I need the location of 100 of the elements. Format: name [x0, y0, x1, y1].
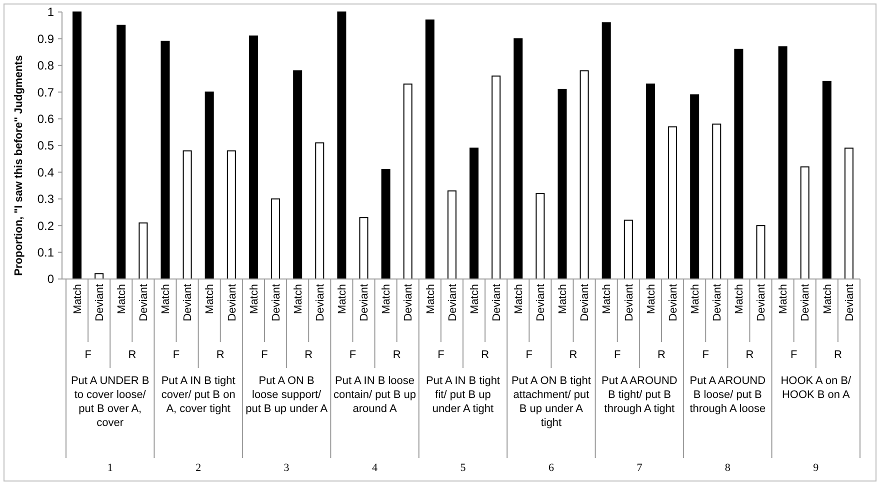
bar [447, 190, 456, 280]
bar [822, 80, 832, 280]
x-tick-label: Match [160, 284, 172, 314]
x-tick-label: Deviant [711, 284, 724, 322]
x-tick-label: Match [72, 284, 84, 314]
x-tick-label: Match [116, 284, 128, 314]
bar [116, 24, 126, 280]
bar [800, 166, 810, 280]
x-tick-label: Match [734, 284, 746, 314]
bar [403, 84, 412, 280]
bar [536, 193, 545, 280]
bar [712, 124, 722, 280]
x-tick-label: Deviant [402, 284, 415, 322]
x-tick-label: Match [512, 284, 525, 314]
bar [778, 46, 788, 280]
y-tick-label: 0.1 [37, 246, 54, 260]
x-tick-label: Match [822, 284, 834, 314]
text: R [658, 349, 666, 361]
x-tick-label: Deviant [800, 284, 812, 322]
x-tick-label: Deviant [138, 284, 150, 322]
x-tick-label: Deviant [226, 284, 238, 322]
text: 3 [284, 462, 290, 474]
text: 4 [372, 462, 378, 474]
text: F [702, 349, 710, 361]
text: R [304, 349, 313, 361]
text: Put A ON B loose support/ put B up under A [246, 375, 328, 415]
y-tick-label: 0.8 [37, 58, 54, 73]
text: Put A AROUND B loose/ put B through A loose [690, 375, 766, 415]
x-tick-label: Match [424, 284, 437, 314]
bar [315, 142, 324, 280]
x-tick-label: Match [204, 284, 216, 314]
text: F [261, 349, 268, 361]
text: Put A IN B tight cover/ put B on A, cover tight [161, 375, 236, 415]
bar [558, 88, 567, 280]
text: F [172, 349, 180, 361]
bar [381, 169, 390, 280]
bar [602, 22, 611, 280]
x-tick-label: Match [336, 284, 349, 314]
x-tick-label: Deviant [667, 284, 680, 322]
text: F [526, 349, 533, 361]
x-tick-label: Deviant [446, 284, 459, 322]
text: 9 [813, 462, 820, 474]
y-tick-label: 0.9 [37, 32, 54, 46]
bar [734, 48, 744, 280]
x-tick-label: Deviant [756, 284, 768, 322]
text: HOOK A on B/ HOOK B on A [780, 375, 852, 401]
text: Put A IN B loose contain/ put B up around A [333, 375, 416, 415]
bar [646, 84, 655, 280]
x-tick-label: Match [778, 284, 790, 314]
bar [624, 220, 633, 280]
text: F [438, 349, 445, 361]
text: 2 [196, 462, 202, 474]
x-tick-label: Match [601, 284, 614, 314]
bar [425, 20, 434, 280]
bar [248, 36, 258, 280]
bar [359, 217, 368, 280]
x-tick-label: Deviant [270, 284, 282, 322]
x-tick-label: Match [380, 284, 393, 314]
x-tick-label: Match [689, 284, 702, 314]
x-tick-label: Match [468, 284, 481, 314]
x-tick-label: Deviant [579, 284, 592, 322]
y-tick-label: 0 [47, 272, 54, 286]
text: R [481, 349, 490, 361]
text: F [84, 349, 92, 361]
bar [293, 70, 302, 280]
x-tick-label: Deviant [94, 284, 106, 322]
x-tick-label: Deviant [358, 284, 371, 322]
y-axis-title: Proportion, "I saw this before" Judgments [13, 55, 25, 276]
text: F [349, 349, 356, 361]
y-tick-label: 0.4 [37, 165, 54, 180]
text: Put A UNDER B to cover loose/ put B over A, cover [70, 375, 150, 429]
text: R [216, 349, 224, 361]
bar [160, 40, 170, 280]
x-tick-label: Match [557, 284, 570, 314]
bar [204, 92, 214, 280]
text: F [614, 349, 622, 361]
y-tick-label: 0.7 [37, 85, 54, 100]
text: 5 [460, 462, 466, 474]
text: R [746, 349, 754, 361]
x-tick-label: Deviant [314, 284, 326, 322]
text: 7 [636, 462, 643, 474]
x-tick-label: Match [292, 284, 304, 314]
bar [138, 222, 148, 280]
x-tick-label: Deviant [623, 284, 636, 322]
text: F [790, 349, 798, 361]
x-tick-label: Deviant [182, 284, 194, 322]
y-tick-label: 1 [47, 5, 54, 20]
text: R [392, 349, 401, 361]
text: Put A IN B tight fit/ put B up under A tight [426, 375, 500, 415]
text: R [834, 349, 842, 361]
bar [492, 76, 501, 280]
bar [668, 126, 678, 280]
bar [844, 148, 854, 280]
text: 8 [724, 462, 731, 474]
bar [72, 12, 82, 280]
bar [756, 225, 766, 280]
x-tick-label: Deviant [490, 284, 503, 322]
y-tick-label: 0.3 [37, 192, 54, 206]
text: 1 [107, 462, 113, 474]
x-tick-label: Match [248, 284, 260, 314]
